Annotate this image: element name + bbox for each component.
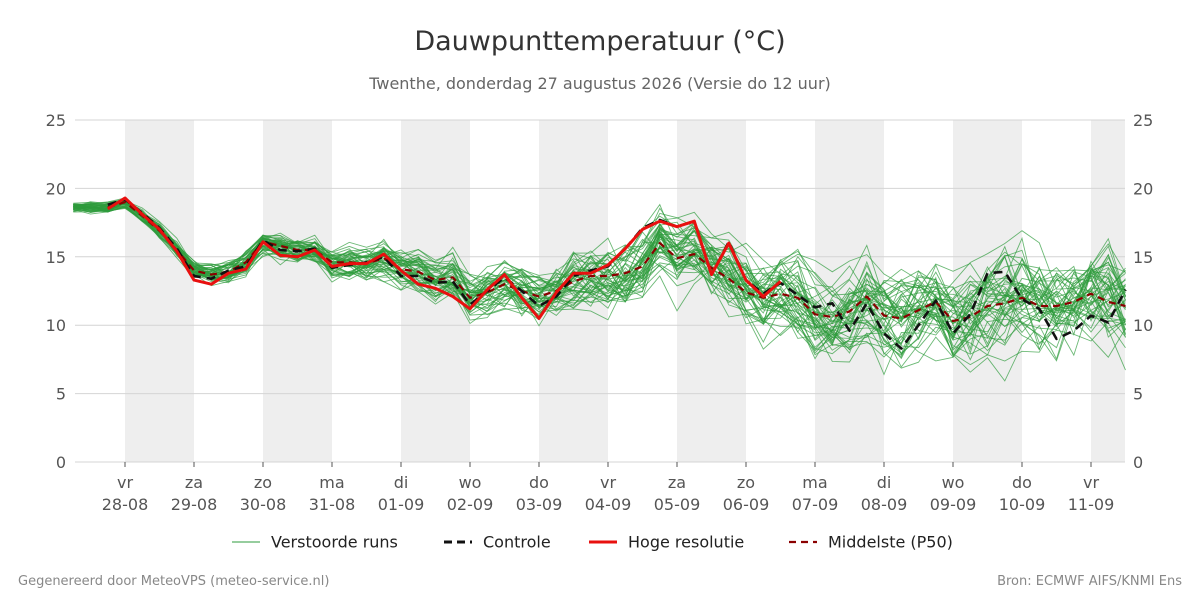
x-tick-day: di [394, 473, 409, 492]
y-axis-left: 0 5 10 15 20 25 [46, 111, 66, 472]
legend-hoge-resolutie-label: Hoge resolutie [628, 533, 744, 552]
ensemble-run [73, 202, 1126, 369]
ensemble-run [73, 200, 1126, 355]
x-tick-date: 30-08 [240, 495, 287, 514]
day-band [125, 120, 194, 462]
y-tick-label-right: 0 [1133, 453, 1143, 472]
y-tick-label-left: 15 [46, 248, 66, 267]
x-tick-day: za [668, 473, 686, 492]
x-tick-day: di [877, 473, 892, 492]
x-tick-day: zo [254, 473, 272, 492]
y-tick-label-left: 5 [56, 385, 66, 404]
day-band [263, 120, 332, 462]
x-tick-day: vr [117, 473, 133, 492]
x-tick-day: vr [1083, 473, 1099, 492]
chart-title: Dauwpunttemperatuur (°C) [414, 26, 785, 57]
ensemble-run [73, 196, 1126, 356]
x-tick-date: 31-08 [309, 495, 356, 514]
x-tick-date: 08-09 [861, 495, 908, 514]
y-tick-label-right: 20 [1133, 179, 1153, 198]
y-tick-label-right: 25 [1133, 111, 1153, 130]
x-tick-day: do [529, 473, 549, 492]
footer-left: Gegenereerd door MeteoVPS (meteo-service… [18, 574, 329, 589]
x-tick-day: za [185, 473, 203, 492]
y-tick-label-left: 20 [46, 179, 66, 198]
y-tick-label-right: 10 [1133, 316, 1153, 335]
x-tick-day: zo [737, 473, 755, 492]
x-tick-date: 29-08 [171, 495, 218, 514]
x-tick-day: do [1012, 473, 1032, 492]
chart-subtitle: Twenthe, donderdag 27 augustus 2026 (Ver… [368, 74, 831, 93]
y-tick-label-left: 0 [56, 453, 66, 472]
ensemble-run [73, 199, 1126, 351]
x-tick-date: 11-09 [1068, 495, 1115, 514]
middelste-line [107, 201, 1126, 323]
y-tick-label-left: 25 [46, 111, 66, 130]
x-tick-date: 07-09 [792, 495, 839, 514]
x-tick-date: 03-09 [516, 495, 563, 514]
x-tick-day: wo [942, 473, 965, 492]
ensemble-run [73, 199, 1126, 343]
x-tick-day: wo [459, 473, 482, 492]
hoge-resolutie-line [106, 196, 782, 320]
x-axis: vr 28-08 za 29-08 zo 30-08 ma 31-08 di 01-09 wo 02-… [102, 462, 1115, 514]
x-tick-date: 28-08 [102, 495, 149, 514]
footer-right: Bron: ECMWF AIFS/KNMI Ens [997, 574, 1182, 589]
y-tick-label-right: 5 [1133, 385, 1143, 404]
x-tick-date: 10-09 [999, 495, 1046, 514]
x-tick-date: 04-09 [585, 495, 632, 514]
y-axis-right: 0 5 10 15 20 25 [1133, 111, 1153, 472]
x-tick-date: 06-09 [723, 495, 770, 514]
x-tick-date: 02-09 [447, 495, 494, 514]
x-tick-day: ma [802, 473, 827, 492]
x-tick-date: 01-09 [378, 495, 425, 514]
x-tick-date: 09-09 [930, 495, 977, 514]
ensemble-run [73, 200, 1126, 336]
legend-controle-label: Controle [483, 533, 551, 552]
legend: Verstoorde runs Controle Hoge resolutie Mid… [232, 533, 953, 552]
x-tick-date: 05-09 [654, 495, 701, 514]
x-tick-day: vr [600, 473, 616, 492]
main-series [106, 196, 1127, 350]
x-tick-day: ma [319, 473, 344, 492]
y-tick-label-right: 15 [1133, 248, 1153, 267]
legend-middelste-label: Middelste (P50) [828, 533, 953, 552]
legend-verstoorde-runs-label: Verstoorde runs [271, 533, 398, 552]
y-tick-label-left: 10 [46, 316, 66, 335]
